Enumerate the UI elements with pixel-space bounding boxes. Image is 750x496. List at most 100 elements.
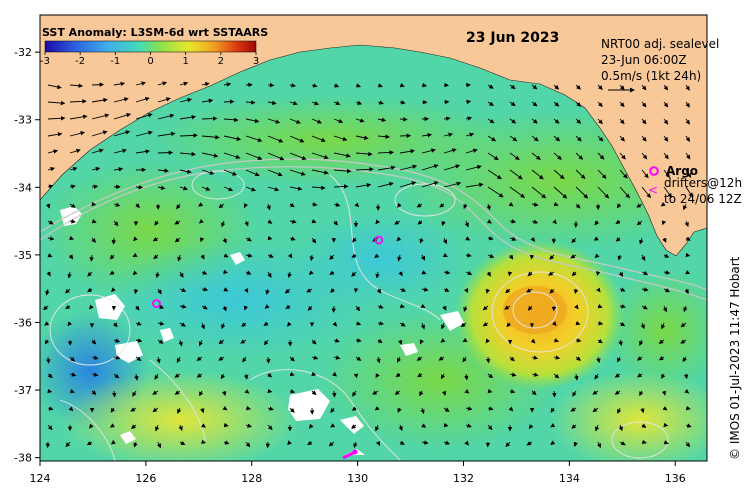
current-vector xyxy=(377,150,394,155)
current-vector xyxy=(267,406,274,411)
current-vector xyxy=(111,390,117,398)
current-vector xyxy=(421,270,427,275)
current-vector xyxy=(199,390,204,397)
current-vector xyxy=(508,254,514,260)
current-vector xyxy=(375,373,380,379)
current-vector xyxy=(439,203,445,208)
current-vector xyxy=(443,164,461,171)
current-vector xyxy=(570,254,577,259)
current-vector xyxy=(486,203,491,211)
current-vector xyxy=(618,339,623,346)
current-vector xyxy=(201,134,220,140)
current-vector xyxy=(267,219,273,224)
current-vector xyxy=(662,305,668,313)
current-vector xyxy=(615,219,621,224)
x-tick-label: 126 xyxy=(135,472,156,485)
current-vector xyxy=(69,219,76,224)
current-vector xyxy=(597,101,603,108)
current-vector xyxy=(263,321,269,326)
current-vector xyxy=(530,338,536,344)
current-vector xyxy=(179,322,186,327)
current-vector xyxy=(526,441,533,446)
current-vector xyxy=(597,321,604,326)
current-vector xyxy=(47,100,66,106)
current-vector xyxy=(663,152,669,160)
current-vector xyxy=(575,338,582,343)
current-vector xyxy=(264,304,270,309)
current-vector xyxy=(597,186,610,199)
current-vector xyxy=(377,181,394,188)
current-vector xyxy=(351,406,357,411)
current-vector xyxy=(113,112,132,120)
current-vector xyxy=(223,169,238,176)
current-vector xyxy=(355,167,374,172)
current-vector xyxy=(619,321,626,327)
current-vector xyxy=(553,101,560,107)
current-vector xyxy=(552,219,557,225)
current-vector xyxy=(113,81,126,87)
current-vector xyxy=(640,322,645,330)
current-vector xyxy=(641,152,648,160)
current-vector xyxy=(395,372,401,378)
current-vector xyxy=(553,373,560,379)
current-vector xyxy=(619,304,626,309)
sealevel-line2: 23-Jun 06:00Z xyxy=(601,53,687,67)
current-vector xyxy=(441,220,446,227)
current-vector xyxy=(64,288,71,294)
current-vector xyxy=(201,287,209,292)
current-vector xyxy=(135,356,142,362)
current-vector xyxy=(267,135,284,143)
current-vector xyxy=(135,203,140,209)
current-vector xyxy=(222,305,227,312)
current-vector xyxy=(421,148,436,154)
current-vector xyxy=(374,405,380,411)
current-vector xyxy=(69,114,88,120)
current-vector xyxy=(355,118,365,123)
current-vector xyxy=(152,407,159,413)
current-vector xyxy=(201,116,218,121)
current-vector xyxy=(218,203,225,209)
current-vector xyxy=(420,407,425,415)
current-vector xyxy=(377,117,387,123)
current-vector xyxy=(685,135,691,142)
current-vector xyxy=(399,149,415,154)
current-vector xyxy=(619,84,625,91)
current-vector xyxy=(443,422,449,428)
current-vector xyxy=(287,271,292,279)
current-vector xyxy=(201,439,206,445)
current-vector xyxy=(223,269,228,275)
current-vector xyxy=(329,270,335,275)
current-vector xyxy=(658,339,665,344)
current-vector xyxy=(135,185,144,190)
current-vector xyxy=(399,164,418,171)
bathymetry-contours xyxy=(40,158,707,301)
current-vector xyxy=(355,321,362,326)
current-vector xyxy=(287,440,292,446)
current-vector xyxy=(65,441,71,448)
current-vector xyxy=(47,406,54,411)
current-vector xyxy=(242,356,247,363)
current-vector xyxy=(69,99,87,104)
current-vector xyxy=(198,218,204,224)
current-vector xyxy=(311,185,326,190)
current-vector xyxy=(89,304,94,310)
current-vector xyxy=(487,388,493,394)
current-vector xyxy=(333,118,344,124)
current-vector xyxy=(509,135,518,142)
current-vector xyxy=(509,356,515,362)
current-vector xyxy=(661,322,666,330)
current-vector xyxy=(663,288,670,293)
current-vector xyxy=(596,356,601,364)
current-vector xyxy=(289,169,306,176)
current-vector xyxy=(201,81,210,87)
current-vector xyxy=(684,288,689,295)
current-vector xyxy=(174,373,181,378)
current-vector xyxy=(289,356,295,362)
current-vector xyxy=(307,305,313,311)
current-vector xyxy=(240,339,247,344)
current-vector xyxy=(332,321,338,327)
current-vector xyxy=(91,184,99,189)
current-vector xyxy=(91,355,99,360)
current-vector xyxy=(91,390,97,396)
y-tick-label: -32 xyxy=(14,46,32,59)
